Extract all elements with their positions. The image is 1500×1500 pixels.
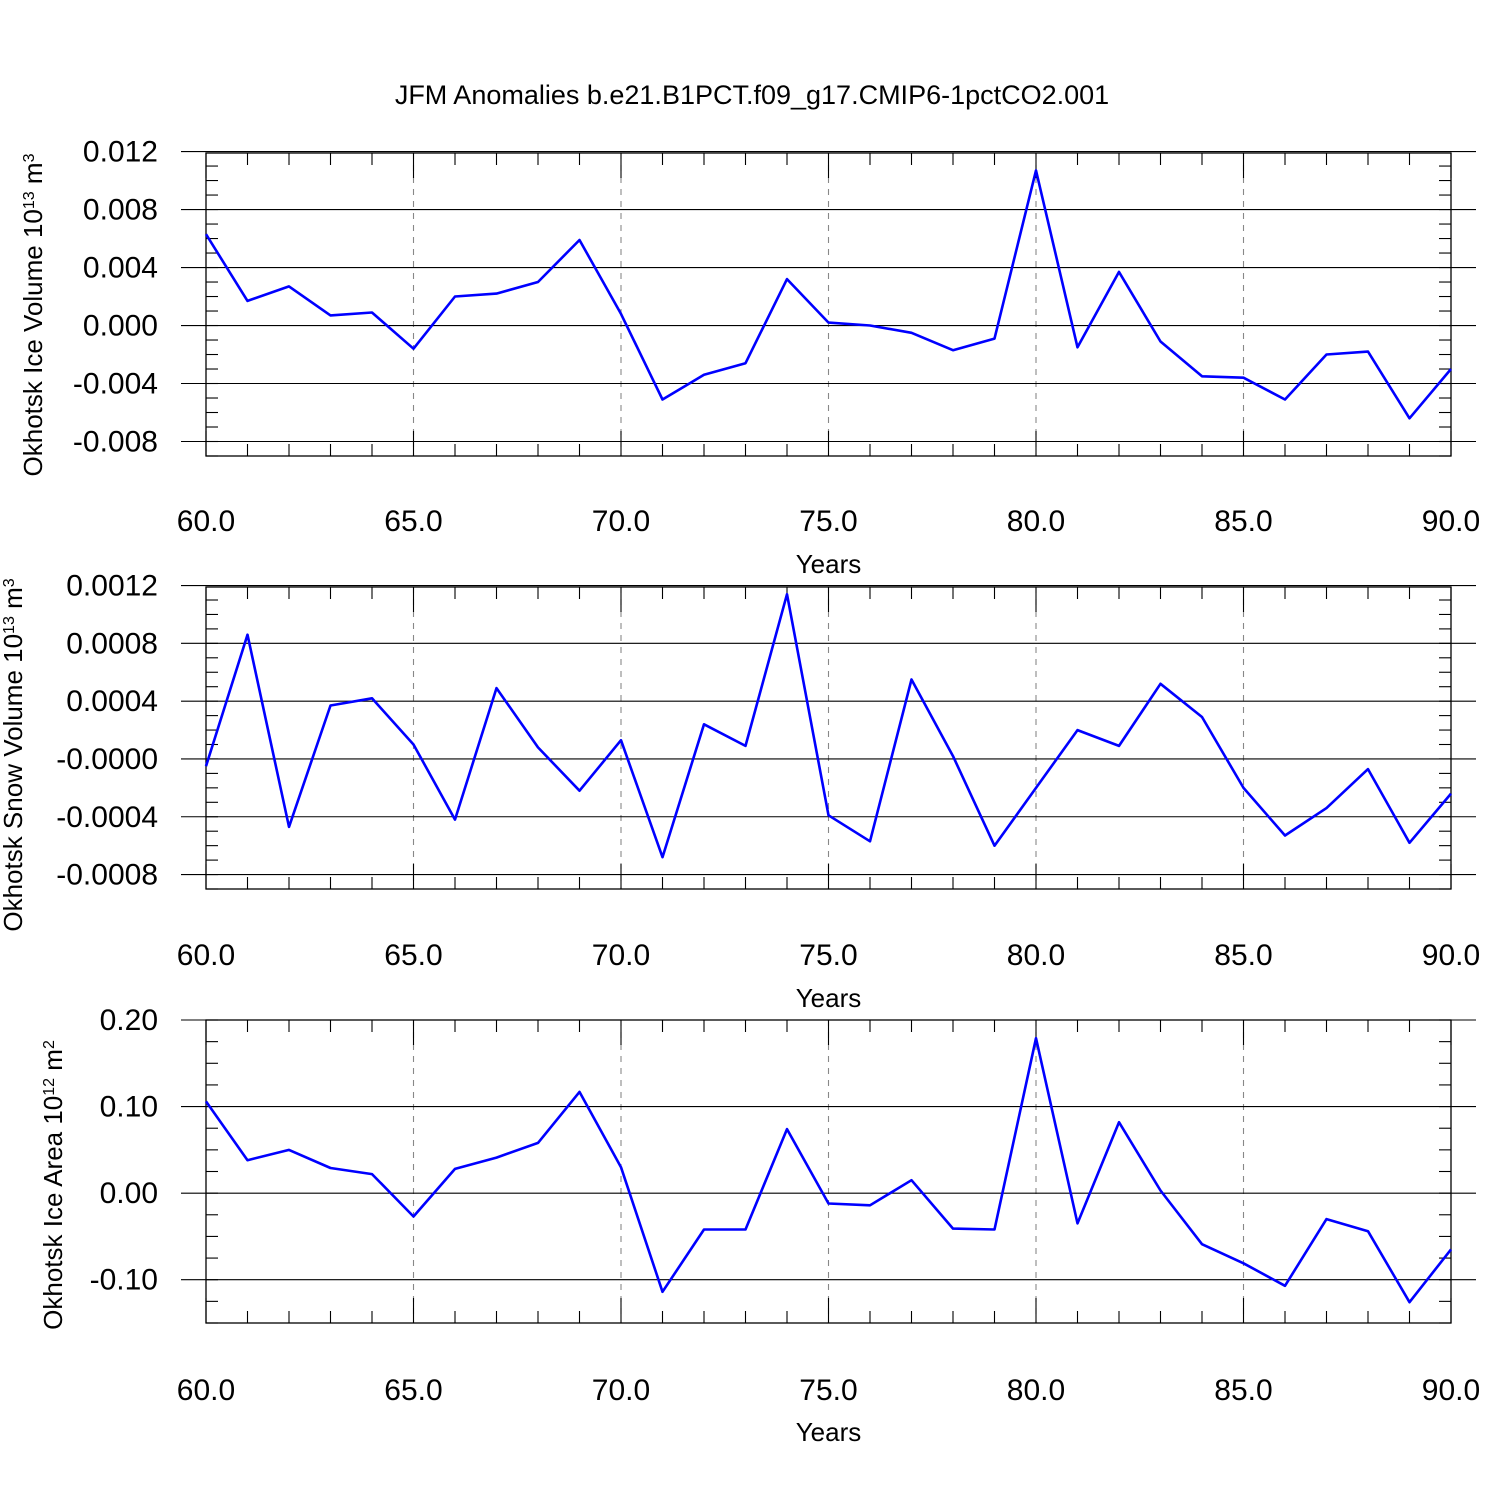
x-tick-label: 80.0: [1007, 1374, 1065, 1407]
y-tick-label: 0.20: [100, 1004, 158, 1037]
x-tick-label: 85.0: [1214, 505, 1272, 538]
x-tick-label: 90.0: [1422, 1374, 1480, 1407]
y-tick-label: 0.004: [83, 252, 158, 285]
series-line: [204, 169, 1452, 420]
x-tick-label: 60.0: [177, 939, 235, 972]
y-tick-label: 0.008: [83, 194, 158, 227]
x-tick-label: 60.0: [177, 505, 235, 538]
y-axis-label: Okhotsk Snow Volume 1013 m3: [0, 578, 28, 931]
y-axis-label: Okhotsk Ice Area 1012 m2: [38, 1040, 68, 1330]
y-tick-label: -0.10: [90, 1264, 158, 1297]
x-tick-label: 85.0: [1214, 1374, 1272, 1407]
panel-2: 60.0 65.0 70.0 75.0 80.0 85.0 90.0 -0.0008 -0.00…: [0, 570, 1480, 1013]
chart-panels: 60.0 65.0 70.0 75.0 80.0 85.0 90.0 -0.008 -0.004…: [0, 136, 1480, 1447]
y-tick-label: -0.0000: [56, 743, 158, 776]
x-tick-label: 70.0: [592, 939, 650, 972]
panel-1: 60.0 65.0 70.0 75.0 80.0 85.0 90.0 -0.008 -0.004…: [18, 136, 1480, 579]
x-axis-label: Years: [796, 1417, 862, 1447]
y-tick-label: 0.0012: [66, 570, 158, 603]
y-tick-label: -0.0008: [56, 859, 158, 892]
x-tick-label: 90.0: [1422, 505, 1480, 538]
x-tick-label: 90.0: [1422, 939, 1480, 972]
x-tick-label: 75.0: [799, 939, 857, 972]
y-tick-label: -0.008: [73, 426, 158, 459]
x-tick-label: 85.0: [1214, 939, 1272, 972]
x-tick-label: 65.0: [384, 939, 442, 972]
y-tick-label: -0.004: [73, 368, 158, 401]
y-tick-label: 0.0004: [66, 685, 158, 718]
x-tick-label: 75.0: [799, 505, 857, 538]
series-line: [204, 1036, 1453, 1304]
y-tick-label: 0.00: [100, 1177, 158, 1210]
y-tick-label: 0.0008: [66, 627, 158, 660]
x-tick-label: 65.0: [384, 1374, 442, 1407]
series-line: [204, 592, 1452, 859]
y-tick-label: -0.0004: [56, 801, 158, 834]
panel-3: 60.0 65.0 70.0 75.0 80.0 85.0 90.0 -0.10 0.00 0.1…: [38, 1004, 1480, 1447]
chart-title: JFM Anomalies b.e21.B1PCT.f09_g17.CMIP6-…: [395, 80, 1109, 110]
x-tick-label: 70.0: [592, 1374, 650, 1407]
y-axis-label: Okhotsk Ice Volume 1013 m3: [18, 153, 48, 476]
x-tick-label: 80.0: [1007, 505, 1065, 538]
y-tick-label: 0.10: [100, 1091, 158, 1124]
x-tick-label: 70.0: [592, 505, 650, 538]
x-tick-label: 65.0: [384, 505, 442, 538]
y-tick-label: 0.000: [83, 310, 158, 343]
x-axis-label: Years: [796, 983, 862, 1013]
x-tick-label: 75.0: [799, 1374, 857, 1407]
y-tick-label: 0.012: [83, 136, 158, 169]
x-axis-label: Years: [796, 549, 862, 579]
x-tick-label: 60.0: [177, 1374, 235, 1407]
x-tick-label: 80.0: [1007, 939, 1065, 972]
